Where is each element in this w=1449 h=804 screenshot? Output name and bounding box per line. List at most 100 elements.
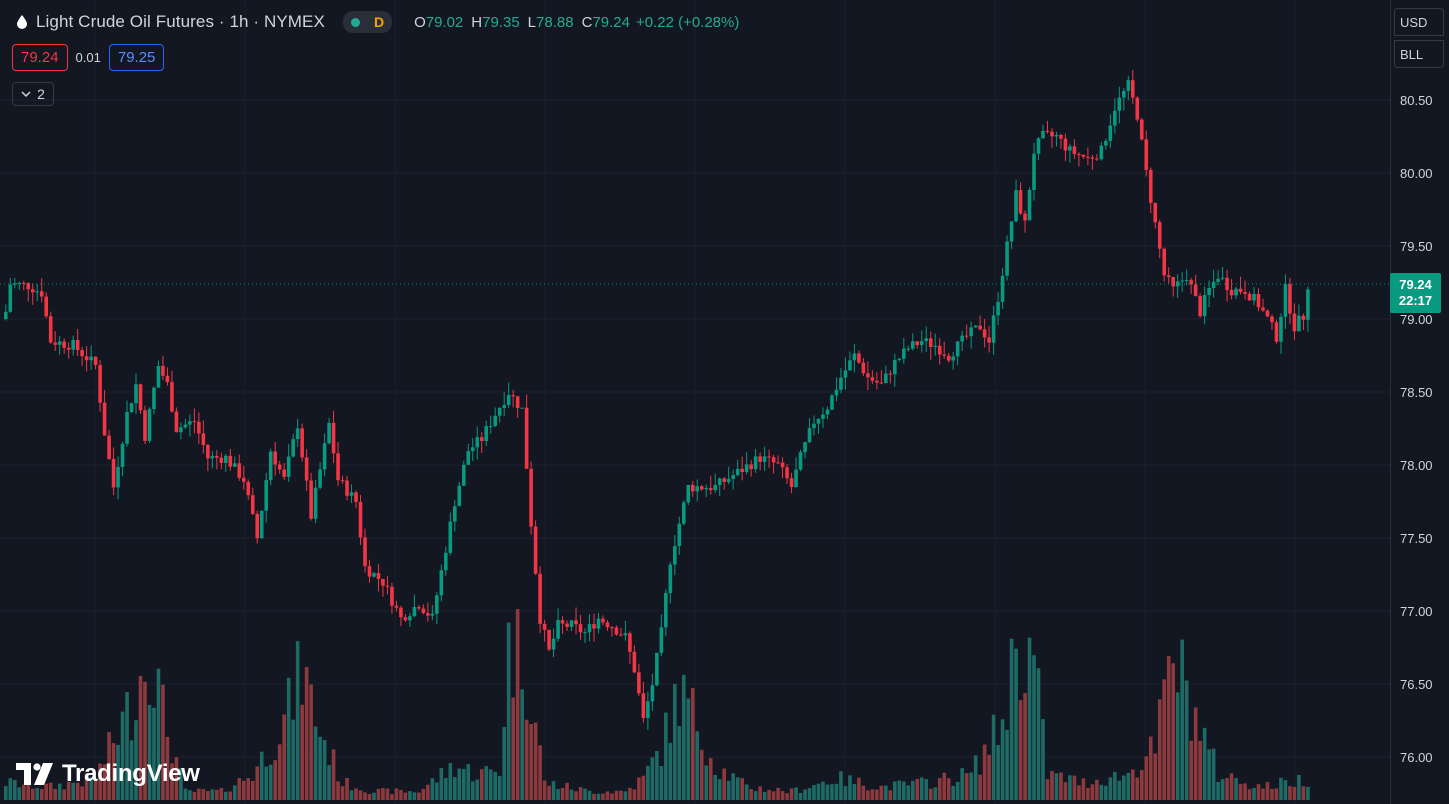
candle-body bbox=[897, 358, 902, 361]
volume-bar bbox=[511, 697, 515, 800]
sell-price-button[interactable]: 79.24 bbox=[12, 44, 68, 71]
tradingview-logo[interactable]: TradingView bbox=[16, 760, 200, 788]
volume-bar bbox=[129, 740, 134, 800]
indicators-toggle-button[interactable]: 2 bbox=[12, 82, 54, 106]
candle-body bbox=[1113, 110, 1117, 126]
buy-price-button[interactable]: 79.25 bbox=[108, 44, 165, 71]
candle-body bbox=[246, 481, 251, 496]
candle-body bbox=[875, 380, 879, 383]
volume-bar bbox=[681, 674, 686, 800]
candle-body bbox=[421, 608, 426, 614]
volume-bar bbox=[26, 779, 31, 800]
price-tick-label: 80.00 bbox=[1400, 166, 1433, 181]
candle-body bbox=[241, 477, 246, 482]
volume-bar bbox=[1171, 663, 1175, 800]
candle-body bbox=[646, 701, 650, 719]
candle-body bbox=[215, 455, 219, 458]
volume-bar bbox=[569, 789, 574, 800]
candle-body bbox=[161, 365, 165, 376]
candle-body bbox=[664, 593, 668, 628]
volume-bar bbox=[749, 789, 753, 800]
last-price-value: 79.24 bbox=[1399, 276, 1432, 292]
candle-body bbox=[951, 356, 955, 361]
currency-button[interactable]: USD bbox=[1394, 8, 1444, 36]
volume-bar bbox=[1135, 777, 1140, 800]
candle-body bbox=[39, 291, 44, 297]
volume-bar bbox=[475, 779, 480, 800]
volume-bar bbox=[888, 790, 893, 800]
price-tick-label: 79.00 bbox=[1400, 312, 1433, 327]
volume-bar bbox=[179, 768, 183, 800]
candle-body bbox=[1023, 213, 1027, 221]
volume-bar bbox=[996, 745, 1000, 800]
candle-body bbox=[857, 353, 861, 363]
volume-bar bbox=[915, 778, 920, 800]
volume-bar bbox=[1063, 782, 1068, 800]
candle-body bbox=[385, 585, 390, 587]
candle-body bbox=[812, 423, 816, 429]
candle-body bbox=[893, 360, 897, 375]
candle-body bbox=[179, 427, 183, 433]
volume-bar bbox=[354, 788, 358, 800]
candle-body bbox=[26, 283, 31, 290]
volume-bar bbox=[825, 784, 830, 800]
volume-bar bbox=[291, 719, 295, 800]
volume-bar bbox=[619, 790, 623, 800]
volume-bar bbox=[376, 788, 381, 800]
volume-bar bbox=[1081, 778, 1086, 800]
close-label: C bbox=[581, 13, 593, 31]
candle-body bbox=[798, 452, 803, 470]
volume-bar bbox=[812, 785, 816, 800]
candle-body bbox=[520, 407, 524, 409]
volume-bar bbox=[502, 727, 506, 800]
volume-bar bbox=[578, 787, 583, 800]
candle-body bbox=[605, 622, 610, 628]
volume-bar bbox=[1301, 786, 1306, 800]
volume-bar bbox=[102, 764, 107, 800]
candle-body bbox=[143, 410, 147, 441]
market-status[interactable]: D bbox=[342, 11, 393, 33]
volume-bar bbox=[668, 742, 673, 800]
candle-body bbox=[919, 341, 924, 346]
volume-bar bbox=[695, 731, 700, 800]
volume-bar bbox=[107, 732, 111, 800]
chevron-down-icon bbox=[21, 90, 31, 97]
volume-bar bbox=[138, 675, 143, 800]
volume-bar bbox=[1283, 780, 1288, 800]
symbol-title[interactable]: Light Crude Oil Futures · 1h · NYMEX bbox=[36, 12, 325, 31]
candle-body bbox=[206, 445, 210, 459]
candle-body bbox=[569, 620, 574, 627]
candle-body bbox=[996, 301, 1000, 316]
volume-bar bbox=[758, 786, 762, 800]
volume-bar bbox=[906, 785, 911, 800]
spread-value: 0.01 bbox=[75, 50, 101, 65]
volume-bar bbox=[789, 788, 794, 800]
volume-bar bbox=[152, 707, 156, 800]
candle-body bbox=[282, 469, 286, 477]
volume-bar bbox=[224, 791, 228, 800]
candle-body bbox=[457, 485, 462, 507]
candle-body bbox=[4, 311, 8, 319]
volume-bar bbox=[349, 790, 354, 800]
volume-bar bbox=[4, 786, 8, 800]
volume-bar bbox=[1234, 778, 1238, 800]
volume-bar bbox=[1018, 700, 1023, 800]
volume-bar bbox=[960, 768, 964, 800]
unit-button[interactable]: BLL bbox=[1394, 40, 1444, 68]
volume-bar bbox=[206, 790, 210, 800]
candle-body bbox=[62, 341, 66, 348]
price-axis[interactable]: 80.50 80.00 79.50 79.00 78.50 78.00 77.50 77.00… bbox=[1400, 93, 1433, 765]
candle-body bbox=[960, 335, 964, 342]
volume-bar bbox=[861, 785, 866, 800]
candle-body bbox=[1054, 134, 1059, 137]
delayed-data-badge: D bbox=[373, 14, 385, 30]
volume-bar bbox=[1023, 693, 1027, 800]
candle-body bbox=[1122, 90, 1126, 98]
volume-bar bbox=[246, 778, 251, 800]
price-change: +0.22 (+0.28%) bbox=[635, 13, 740, 31]
volume-bar bbox=[1032, 655, 1036, 800]
candle-body bbox=[390, 586, 394, 606]
candle-body bbox=[1184, 280, 1189, 282]
volume-bar bbox=[300, 704, 304, 800]
